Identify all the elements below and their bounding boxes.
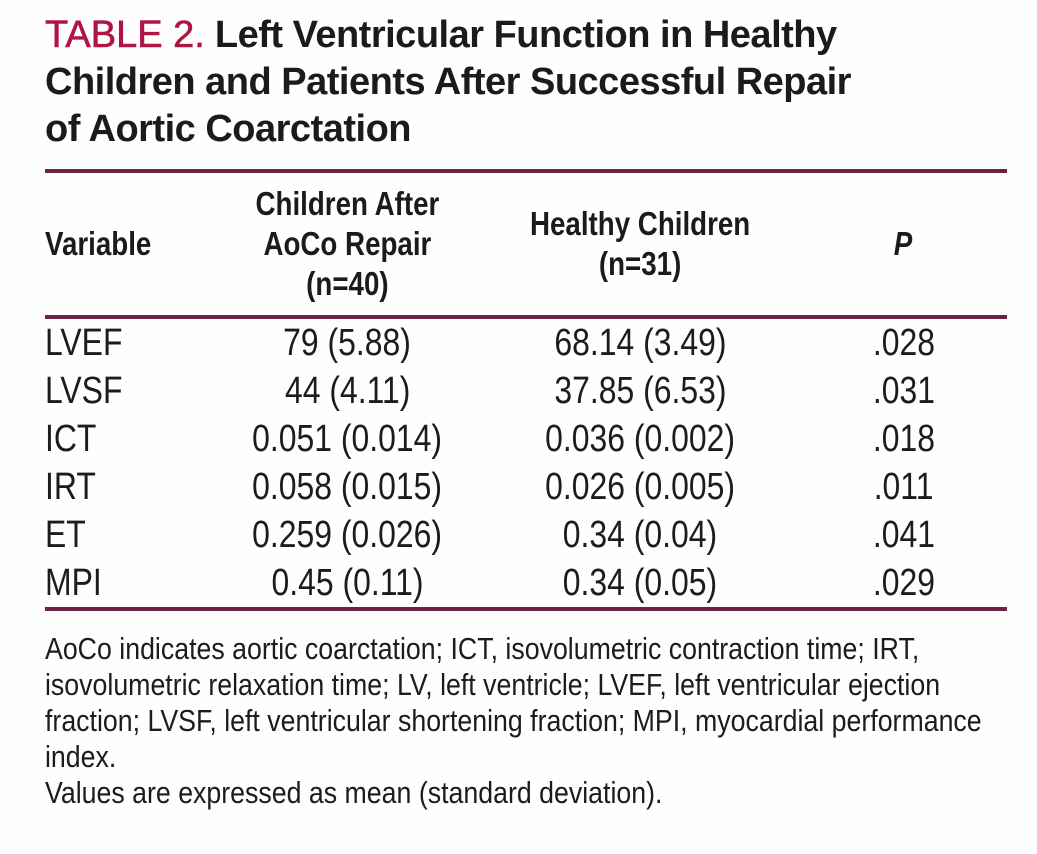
cell-p-value: .011 bbox=[800, 463, 1007, 511]
table-row-ict: ICT 0.051 (0.014) 0.036 (0.002) .018 bbox=[45, 415, 1007, 463]
table-row-irt: IRT 0.058 (0.015) 0.026 (0.005) .011 bbox=[45, 463, 1007, 511]
cell-p-value: .041 bbox=[800, 511, 1007, 559]
footnotes: AoCo indicates aortic coarctation; ICT, … bbox=[45, 631, 1007, 811]
healthy-value: 0.026 (0.005) bbox=[545, 466, 735, 508]
variable-value: IRT bbox=[45, 466, 96, 508]
healthy-value: 0.34 (0.04) bbox=[562, 514, 718, 556]
footnote-values-note-text: Values are expressed as mean (standard d… bbox=[45, 775, 663, 810]
p-value: .031 bbox=[872, 370, 935, 412]
column-header-healthy-children: Healthy Children (n=31) bbox=[480, 171, 800, 317]
cell-healthy-value: 68.14 (3.49) bbox=[480, 317, 800, 367]
variable-value: LVEF bbox=[45, 322, 123, 364]
cell-variable: LVSF bbox=[45, 367, 215, 415]
column-header-healthy-children-label: Healthy Children (n=31) bbox=[529, 205, 751, 282]
cell-variable: MPI bbox=[45, 559, 215, 609]
cell-p-value: .029 bbox=[800, 559, 1007, 609]
healthy-value: 0.34 (0.05) bbox=[562, 562, 718, 604]
data-table: Variable Children After AoCo Repair (n=4… bbox=[45, 169, 1007, 611]
table-number-label: TABLE 2. bbox=[45, 14, 205, 57]
column-header-p-value: P bbox=[800, 171, 1007, 317]
cell-healthy-value: 0.036 (0.002) bbox=[480, 415, 800, 463]
p-value: .029 bbox=[872, 562, 935, 604]
cell-healthy-value: 0.026 (0.005) bbox=[480, 463, 800, 511]
cell-p-value: .018 bbox=[800, 415, 1007, 463]
healthy-value: 68.14 (3.49) bbox=[553, 322, 727, 364]
healthy-value: 0.036 (0.002) bbox=[545, 418, 735, 460]
variable-value: MPI bbox=[45, 562, 102, 604]
cell-p-value: .031 bbox=[800, 367, 1007, 415]
table-title-text: Left Ventricular Function in Healthy Chi… bbox=[45, 14, 851, 150]
table-title: TABLE 2. Left Ventricular Function in He… bbox=[45, 12, 1007, 153]
cell-p-value: .028 bbox=[800, 317, 1007, 367]
cell-aoco-value: 0.259 (0.026) bbox=[215, 511, 480, 559]
variable-value: LVSF bbox=[45, 370, 123, 412]
aoco-value: 79 (5.88) bbox=[283, 322, 412, 364]
table-body: LVEF 79 (5.88) 68.14 (3.49) .028 LVSF 44… bbox=[45, 317, 1007, 609]
table-row-lvef: LVEF 79 (5.88) 68.14 (3.49) .028 bbox=[45, 317, 1007, 367]
table-header: Variable Children After AoCo Repair (n=4… bbox=[45, 171, 1007, 317]
cell-aoco-value: 0.051 (0.014) bbox=[215, 415, 480, 463]
healthy-value: 37.85 (6.53) bbox=[553, 370, 727, 412]
p-value: .028 bbox=[872, 322, 935, 364]
cell-healthy-value: 37.85 (6.53) bbox=[480, 367, 800, 415]
table-row-et: ET 0.259 (0.026) 0.34 (0.04) .041 bbox=[45, 511, 1007, 559]
column-header-aoco-repair: Children After AoCo Repair (n=40) bbox=[215, 171, 480, 317]
table-row-mpi: MPI 0.45 (0.11) 0.34 (0.05) .029 bbox=[45, 559, 1007, 609]
p-value: .041 bbox=[872, 514, 935, 556]
footnote-abbreviations: AoCo indicates aortic coarctation; ICT, … bbox=[45, 631, 1007, 775]
variable-value: ET bbox=[45, 514, 86, 556]
aoco-value: 44 (4.11) bbox=[284, 370, 411, 412]
p-value: .011 bbox=[873, 466, 934, 508]
footnote-abbreviations-text: AoCo indicates aortic coarctation; ICT, … bbox=[45, 631, 982, 774]
p-value: .018 bbox=[872, 418, 935, 460]
cell-healthy-value: 0.34 (0.04) bbox=[480, 511, 800, 559]
cell-healthy-value: 0.34 (0.05) bbox=[480, 559, 800, 609]
aoco-value: 0.259 (0.026) bbox=[252, 514, 443, 556]
aoco-value: 0.058 (0.015) bbox=[252, 466, 443, 508]
aoco-value: 0.45 (0.11) bbox=[271, 562, 424, 604]
cell-aoco-value: 79 (5.88) bbox=[215, 317, 480, 367]
footnote-values-note: Values are expressed as mean (standard d… bbox=[45, 775, 1007, 811]
cell-aoco-value: 0.45 (0.11) bbox=[215, 559, 480, 609]
column-header-p-value-label: P bbox=[894, 225, 913, 262]
table-row-lvsf: LVSF 44 (4.11) 37.85 (6.53) .031 bbox=[45, 367, 1007, 415]
cell-variable: ET bbox=[45, 511, 215, 559]
cell-variable: IRT bbox=[45, 463, 215, 511]
cell-aoco-value: 44 (4.11) bbox=[215, 367, 480, 415]
variable-value: ICT bbox=[45, 418, 97, 460]
header-row: Variable Children After AoCo Repair (n=4… bbox=[45, 171, 1007, 317]
column-header-variable-label: Variable bbox=[45, 225, 152, 262]
cell-variable: ICT bbox=[45, 415, 215, 463]
column-header-aoco-repair-label: Children After AoCo Repair (n=40) bbox=[255, 185, 440, 302]
aoco-value: 0.051 (0.014) bbox=[252, 418, 443, 460]
cell-variable: LVEF bbox=[45, 317, 215, 367]
cell-aoco-value: 0.058 (0.015) bbox=[215, 463, 480, 511]
column-header-variable: Variable bbox=[45, 171, 215, 317]
